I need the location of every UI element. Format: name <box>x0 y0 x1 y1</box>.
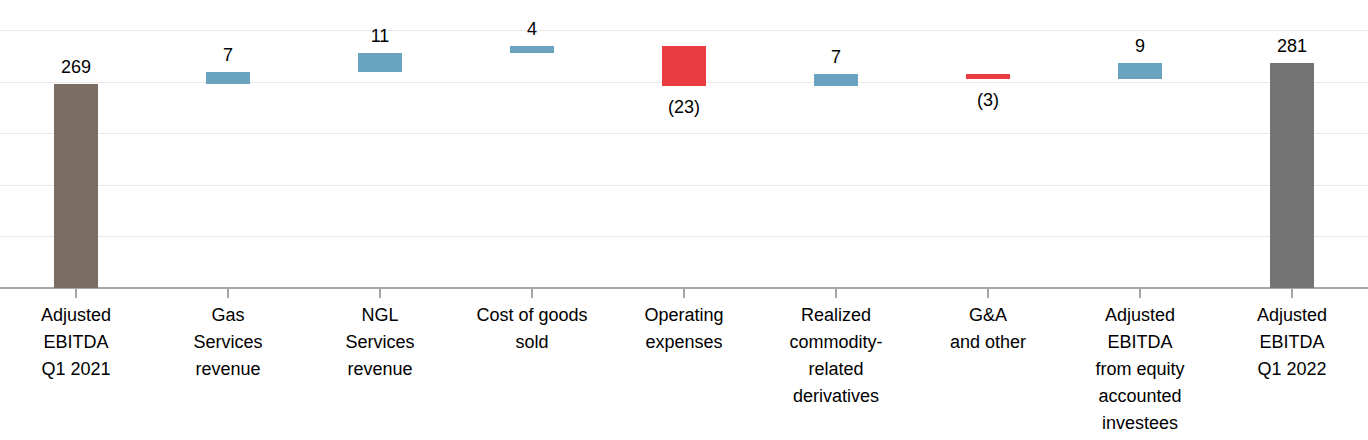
gridline-210 <box>0 185 1368 186</box>
x-axis-tick-3 <box>379 288 381 298</box>
category-label-line: Adjusted <box>1064 302 1216 329</box>
value-label-adjusted-ebitda-q1-2021: 269 <box>0 56 152 78</box>
category-label-ngl-services-revenue: NGLServicesrevenue <box>304 302 456 383</box>
category-label-line: Realized <box>760 302 912 329</box>
gridline-240 <box>0 133 1368 134</box>
category-label-line: revenue <box>152 356 304 383</box>
category-label-line: Services <box>304 329 456 356</box>
x-axis-tick-6 <box>835 288 837 298</box>
category-label-line: NGL <box>304 302 456 329</box>
category-label-line: EBITDA <box>1064 329 1216 356</box>
x-axis-tick-2 <box>227 288 229 298</box>
bar-g-a-and-other <box>966 74 1010 79</box>
value-label-ngl-services-revenue: 11 <box>304 25 456 47</box>
x-axis-tick-7 <box>987 288 989 298</box>
category-label-gas-services-revenue: GasServicesrevenue <box>152 302 304 383</box>
category-label-line: EBITDA <box>0 329 152 356</box>
value-label-g-a-and-other: (3) <box>912 89 1064 111</box>
category-label-line: Adjusted <box>0 302 152 329</box>
category-label-line: investees <box>1064 410 1216 437</box>
value-label-adjusted-ebitda-q1-2022: 281 <box>1216 35 1368 57</box>
category-label-line: G&A <box>912 302 1064 329</box>
x-axis-tick-9 <box>1291 288 1293 298</box>
bar-ngl-services-revenue <box>358 53 402 72</box>
category-label-line: expenses <box>608 329 760 356</box>
category-label-g-a-and-other: G&Aand other <box>912 302 1064 356</box>
category-label-line: Adjusted <box>1216 302 1368 329</box>
bar-operating-expenses <box>662 46 706 85</box>
gridline-300 <box>0 30 1368 31</box>
category-label-line: Q1 2021 <box>0 356 152 383</box>
category-label-line: related <box>760 356 912 383</box>
x-axis-tick-8 <box>1139 288 1141 298</box>
value-label-gas-services-revenue: 7 <box>152 44 304 66</box>
value-label-cost-of-goods-sold: 4 <box>456 18 608 40</box>
category-label-line: Q1 2022 <box>1216 356 1368 383</box>
category-label-line: commodity- <box>760 329 912 356</box>
bar-cost-of-goods-sold <box>510 46 554 53</box>
category-label-cost-of-goods-sold: Cost of goodssold <box>456 302 608 356</box>
category-label-line: Cost of goods <box>456 302 608 329</box>
bar-realized-commodity-related-derivatives <box>814 74 858 86</box>
category-label-adjusted-ebitda-q1-2021: AdjustedEBITDAQ1 2021 <box>0 302 152 383</box>
category-label-adjusted-ebitda-q1-2022: AdjustedEBITDAQ1 2022 <box>1216 302 1368 383</box>
category-label-line: from equity <box>1064 356 1216 383</box>
x-axis-tick-1 <box>75 288 77 298</box>
bar-adjusted-ebitda-q1-2022 <box>1270 63 1314 288</box>
category-label-line: derivatives <box>760 383 912 410</box>
value-label-realized-commodity-related-derivatives: 7 <box>760 46 912 68</box>
x-axis-tick-4 <box>531 288 533 298</box>
category-label-line: accounted <box>1064 383 1216 410</box>
category-label-operating-expenses: Operatingexpenses <box>608 302 760 356</box>
category-label-line: EBITDA <box>1216 329 1368 356</box>
gridline-180 <box>0 236 1368 237</box>
bar-adjusted-ebitda-from-equity-accounted-investees <box>1118 63 1162 78</box>
category-label-adjusted-ebitda-from-equity-accounted-investees: AdjustedEBITDAfrom equityaccountedinvest… <box>1064 302 1216 437</box>
value-label-adjusted-ebitda-from-equity-accounted-investees: 9 <box>1064 35 1216 57</box>
category-label-realized-commodity-related-derivatives: Realizedcommodity-relatedderivatives <box>760 302 912 410</box>
category-label-line: sold <box>456 329 608 356</box>
category-label-line: Services <box>152 329 304 356</box>
category-label-line: Gas <box>152 302 304 329</box>
ebitda-waterfall-chart: 269AdjustedEBITDAQ1 20217GasServicesreve… <box>0 0 1368 440</box>
category-label-line: revenue <box>304 356 456 383</box>
value-label-operating-expenses: (23) <box>608 96 760 118</box>
category-label-line: and other <box>912 329 1064 356</box>
x-axis-tick-5 <box>683 288 685 298</box>
category-label-line: Operating <box>608 302 760 329</box>
bar-gas-services-revenue <box>206 72 250 84</box>
bar-adjusted-ebitda-q1-2021 <box>54 84 98 288</box>
